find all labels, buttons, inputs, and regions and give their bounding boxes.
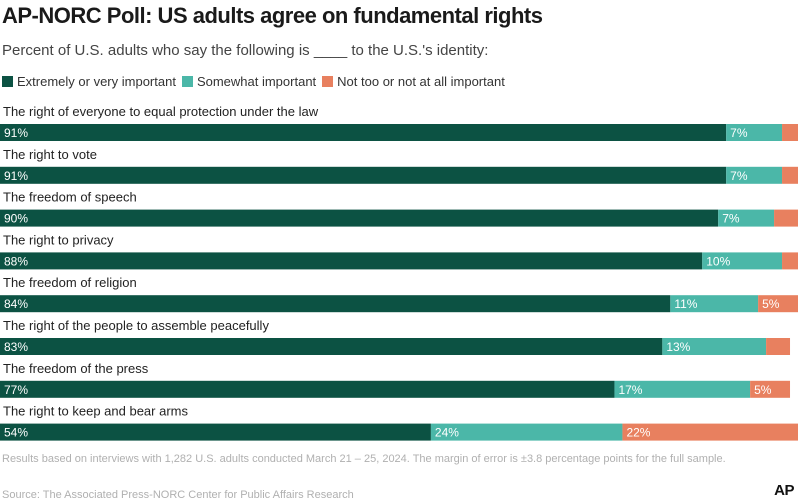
bar-segment-somewhat	[662, 338, 767, 355]
category-label: The freedom of religion	[3, 275, 137, 290]
bar-value-label-extremely: 54%	[4, 426, 28, 440]
bar-value-label-not: 5%	[762, 297, 780, 311]
bar-segment-extremely	[0, 338, 663, 355]
legend-item-extremely: Extremely or very important	[2, 74, 176, 89]
bar-segment-extremely	[0, 423, 431, 441]
bar-value-label-somewhat: 13%	[666, 340, 690, 354]
bar-value-label-somewhat: 17%	[618, 383, 642, 397]
category-label: The freedom of speech	[3, 190, 137, 205]
category-label: The right to vote	[3, 147, 97, 162]
legend-swatch-somewhat	[181, 75, 193, 87]
category-label: The right to privacy	[3, 232, 114, 247]
chart-legend: Extremely or very important Somewhat imp…	[2, 73, 511, 89]
bar-segment-not	[750, 380, 791, 398]
bar-value-label-extremely: 90%	[4, 212, 28, 226]
bar-value-label-somewhat: 24%	[435, 426, 459, 440]
footnote: Results based on interviews with 1,282 U…	[2, 453, 726, 465]
bar-value-label-somewhat: 11%	[674, 297, 697, 311]
legend-item-not: Not too or not at all important	[322, 74, 505, 89]
ap-logo: AP	[774, 482, 794, 499]
bar-segment-not	[622, 423, 798, 441]
category-label: The right of the people to assemble peac…	[3, 318, 269, 333]
bar-segment-extremely	[0, 380, 615, 398]
legend-label-not: Not too or not at all important	[337, 73, 505, 89]
bar-segment-extremely	[0, 124, 727, 141]
bar-segment-somewhat	[718, 209, 775, 227]
bar-segment-not	[782, 124, 798, 141]
bar-segment-extremely	[0, 166, 727, 184]
bar-value-label-not: 5%	[754, 383, 772, 397]
bar-segment-not	[782, 252, 798, 270]
chart-title: AP-NORC Poll: US adults agree on fundame…	[2, 3, 543, 28]
bar-value-label-extremely: 84%	[4, 297, 28, 311]
category-label: The right to keep and bear arms	[3, 404, 188, 419]
legend-item-somewhat: Somewhat important	[181, 73, 317, 89]
bar-value-label-extremely: 91%	[4, 126, 28, 140]
legend-label-somewhat: Somewhat important	[196, 73, 317, 89]
bar-segment-somewhat	[726, 166, 783, 184]
legend-swatch-extremely	[2, 75, 13, 87]
bar-value-label-somewhat: 7%	[730, 169, 748, 183]
bar-segment-extremely	[0, 252, 703, 270]
bar-segment-not	[774, 209, 798, 227]
chart-subtitle: Percent of U.S. adults who say the follo…	[2, 42, 489, 59]
bar-segment-extremely	[0, 209, 719, 227]
bar-segment-not	[766, 338, 791, 355]
bar-value-label-somewhat: 7%	[730, 126, 748, 140]
bar-segment-somewhat	[430, 423, 623, 441]
bar-value-label-not: 22%	[626, 426, 650, 440]
bar-value-label-extremely: 77%	[4, 383, 28, 397]
legend-swatch-not	[322, 75, 334, 87]
bar-segment-not	[782, 166, 798, 184]
bar-value-label-extremely: 91%	[4, 169, 28, 183]
bar-segment-extremely	[0, 295, 671, 313]
bar-segment-somewhat	[670, 295, 759, 313]
bar-segment-somewhat	[702, 252, 783, 270]
category-label: The freedom of the press	[3, 361, 149, 376]
bar-value-label-extremely: 88%	[4, 254, 28, 268]
bar-value-label-somewhat: 7%	[722, 212, 740, 226]
legend-label-extremely: Extremely or very important	[17, 73, 176, 89]
bar-segment-somewhat	[614, 380, 751, 398]
stacked-bar-chart: The right of everyone to equal protectio…	[0, 104, 798, 441]
bar-segment-not	[758, 295, 798, 313]
source-note: Source: The Associated Press-NORC Center…	[2, 489, 354, 501]
bar-value-label-extremely: 83%	[4, 340, 28, 354]
category-label: The right of everyone to equal protectio…	[3, 104, 319, 119]
bar-value-label-somewhat: 10%	[706, 254, 730, 268]
bar-segment-somewhat	[726, 124, 783, 141]
